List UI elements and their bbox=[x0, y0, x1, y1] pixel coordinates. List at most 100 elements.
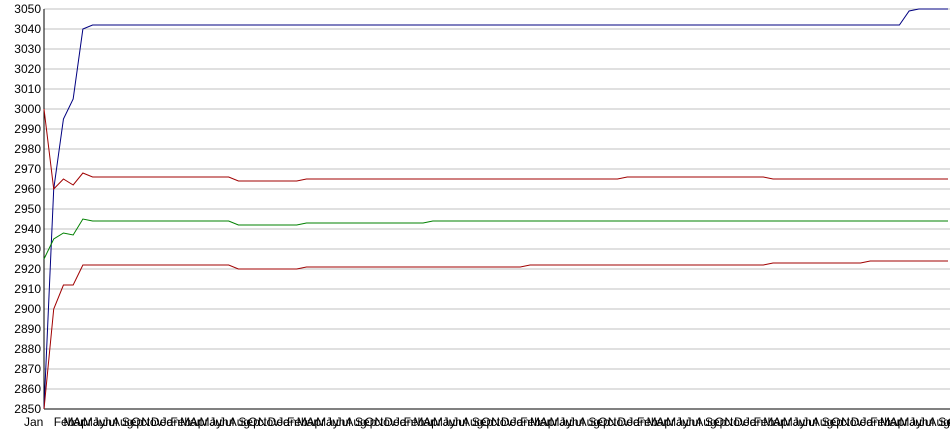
x-tick-label: Dec bbox=[734, 415, 755, 429]
x-tick-label: Jun bbox=[93, 415, 112, 429]
x-tick-label: Feb bbox=[287, 415, 308, 429]
x-tick-label: Jun bbox=[909, 415, 928, 429]
x-tick-label: Jan bbox=[861, 415, 880, 429]
x-tick-label: Feb bbox=[404, 415, 425, 429]
x-tick-label: May bbox=[549, 415, 572, 429]
y-tick-label: 3040 bbox=[14, 22, 41, 36]
x-tick-label: Aug bbox=[695, 415, 716, 429]
x-tick-label: Apr bbox=[306, 415, 325, 429]
x-tick-label: Apr bbox=[423, 415, 442, 429]
y-tick-label: 2890 bbox=[14, 322, 41, 336]
x-tick-label: Feb bbox=[754, 415, 775, 429]
x-tick-label: Jan bbox=[24, 415, 43, 429]
x-tick-label: Sep bbox=[238, 415, 260, 429]
y-tick-label: 2940 bbox=[14, 222, 41, 236]
x-tick-label: Feb bbox=[870, 415, 891, 429]
x-tick-label: Jun bbox=[676, 415, 695, 429]
x-tick-label: Nov bbox=[724, 415, 745, 429]
x-tick-label: Jul bbox=[452, 415, 467, 429]
x-tick-label: Apr bbox=[890, 415, 909, 429]
x-tick-label: Feb bbox=[520, 415, 541, 429]
x-tick-label: Sep bbox=[472, 415, 494, 429]
x-tick-label: Jan bbox=[511, 415, 530, 429]
x-tick-label: Sep bbox=[122, 415, 144, 429]
y-tick-label: 3010 bbox=[14, 82, 41, 96]
x-tick-label: Apr bbox=[540, 415, 559, 429]
x-tick-label: May bbox=[433, 415, 456, 429]
x-tick-label: Jul bbox=[219, 415, 234, 429]
x-tick-label: Jul bbox=[686, 415, 701, 429]
x-tick-label: Nov bbox=[258, 415, 279, 429]
x-tick-label: Oct bbox=[248, 415, 267, 429]
x-tick-label: Jun bbox=[559, 415, 578, 429]
x-tick-label: Nov bbox=[841, 415, 862, 429]
y-tick-label: 2860 bbox=[14, 382, 41, 396]
x-tick-label: Dec bbox=[268, 415, 289, 429]
x-tick-label: May bbox=[899, 415, 922, 429]
y-tick-label: 2970 bbox=[14, 162, 41, 176]
y-tick-label: 2900 bbox=[14, 302, 41, 316]
y-tick-label: 2930 bbox=[14, 242, 41, 256]
x-tick-label: Mar bbox=[530, 415, 551, 429]
y-tick-label: 2950 bbox=[14, 202, 41, 216]
x-tick-label: Apr bbox=[773, 415, 792, 429]
x-tick-label: Oct bbox=[598, 415, 617, 429]
y-tick-label: 2920 bbox=[14, 262, 41, 276]
x-tick-label: Jul bbox=[919, 415, 934, 429]
x-tick-label: May bbox=[783, 415, 806, 429]
x-tick-label: May bbox=[316, 415, 339, 429]
x-tick-label: Apr bbox=[190, 415, 209, 429]
series-line bbox=[43, 218, 948, 260]
x-tick-label: Jan bbox=[394, 415, 413, 429]
x-tick-label: Jun bbox=[792, 415, 811, 429]
series-line bbox=[43, 108, 948, 191]
x-tick-label: Feb bbox=[637, 415, 658, 429]
x-tick-label: Feb bbox=[170, 415, 191, 429]
x-tick-label: Jul bbox=[102, 415, 117, 429]
x-tick-label: May bbox=[666, 415, 689, 429]
y-tick-label: 3000 bbox=[14, 102, 41, 116]
y-tick-label: 3030 bbox=[14, 42, 41, 56]
x-tick-label: Mar bbox=[63, 415, 84, 429]
x-tick-label: Nov bbox=[608, 415, 629, 429]
x-tick-label: Aug bbox=[812, 415, 833, 429]
x-tick-label: Sep bbox=[355, 415, 377, 429]
x-tick-label: Nov bbox=[491, 415, 512, 429]
x-tick-label: Aug bbox=[929, 415, 950, 429]
x-tick-label: Apr bbox=[656, 415, 675, 429]
x-tick-label: Jun bbox=[209, 415, 228, 429]
x-tick-label: Apr bbox=[73, 415, 92, 429]
x-tick-label: Aug bbox=[112, 415, 133, 429]
x-tick-label: Aug bbox=[229, 415, 250, 429]
x-tick-label: Jul bbox=[569, 415, 584, 429]
series-line bbox=[43, 8, 948, 410]
series-line bbox=[43, 260, 948, 410]
x-tick-label: Jan bbox=[744, 415, 763, 429]
x-tick-label: Sep bbox=[705, 415, 727, 429]
x-tick-label: Jun bbox=[443, 415, 462, 429]
y-tick-label: 2960 bbox=[14, 182, 41, 196]
y-tick-label: 2910 bbox=[14, 282, 41, 296]
x-tick-label: Nov bbox=[141, 415, 162, 429]
x-tick-label: Jan bbox=[277, 415, 296, 429]
x-tick-label: Oct bbox=[481, 415, 500, 429]
y-tick-label: 2990 bbox=[14, 122, 41, 136]
x-tick-label: Dec bbox=[501, 415, 522, 429]
x-tick-label: Oct bbox=[715, 415, 734, 429]
x-tick-label: Mar bbox=[297, 415, 318, 429]
x-tick-label: Sep bbox=[822, 415, 844, 429]
x-tick-label: Oct bbox=[831, 415, 850, 429]
x-tick-label: Mar bbox=[880, 415, 901, 429]
x-tick-label: Jan bbox=[627, 415, 646, 429]
x-tick-label: Oct bbox=[365, 415, 384, 429]
x-tick-label: Jun bbox=[326, 415, 345, 429]
y-tick-label: 2870 bbox=[14, 362, 41, 376]
x-tick-label: Dec bbox=[384, 415, 405, 429]
y-tick-label: 2850 bbox=[14, 402, 41, 416]
x-tick-label: Sep bbox=[588, 415, 610, 429]
x-tick-label: Mar bbox=[180, 415, 201, 429]
x-tick-label: Dec bbox=[851, 415, 872, 429]
x-tick-label: Nov bbox=[374, 415, 395, 429]
x-tick-label: Sep bbox=[938, 415, 950, 429]
